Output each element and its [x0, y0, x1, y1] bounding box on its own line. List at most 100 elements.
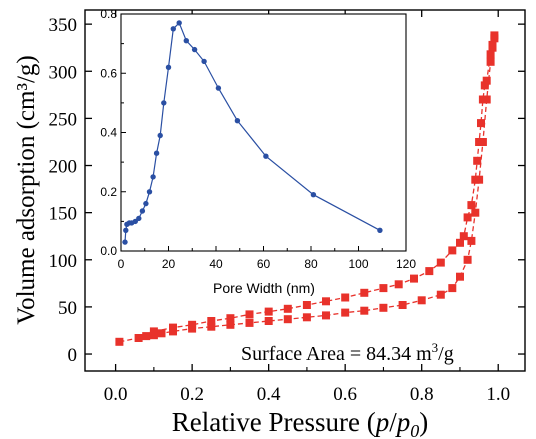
inset-plot-frame: [120, 13, 407, 252]
main-plot-frame: [84, 9, 526, 372]
adsorption-point: [302, 313, 311, 322]
main-x-tick-label: 0.4: [257, 384, 281, 405]
pore-distribution-point: [153, 150, 160, 156]
desorption-point: [486, 50, 495, 59]
adsorption-point: [436, 290, 445, 299]
pore-distribution-point: [139, 208, 146, 214]
main-series-group: [115, 31, 499, 346]
adsorption-point: [486, 57, 495, 66]
desorption-point: [480, 81, 489, 90]
inset-y-tick-label: 0.2: [100, 185, 117, 199]
adsorption-point: [226, 320, 235, 329]
inset-y-tick-label: 0.0: [100, 244, 117, 258]
main-y-tick-label: 300: [49, 62, 78, 83]
inset-x-axis-label: Pore Width (nm): [213, 280, 315, 296]
adsorption-point: [142, 332, 151, 341]
adsorption-point: [245, 318, 254, 327]
main-x-tick-label: 0.8: [410, 384, 434, 405]
pore-distribution-point: [123, 227, 129, 233]
inset-series-group: [122, 20, 383, 245]
desorption-point: [360, 288, 369, 297]
pore-size-inset-chart: 0 20 40 60 80 100 120 0.0 0.2 0.4 0.6 0.8 Pore Wid…: [100, 7, 416, 296]
adsorption-point: [471, 208, 480, 217]
desorption-point: [482, 76, 491, 85]
inset-y-axis-ticks: 0.0 0.2 0.4 0.6 0.8: [100, 7, 126, 258]
pore-distribution-point: [176, 20, 182, 26]
main-y-tick-label: 100: [49, 251, 78, 272]
pore-distribution-point: [183, 38, 189, 44]
desorption-point: [283, 304, 292, 313]
adsorption-point: [463, 255, 472, 264]
pore-distribution-point: [170, 26, 176, 32]
pore-distribution-point: [234, 118, 241, 124]
desorption-point: [341, 293, 350, 302]
desorption-point: [169, 323, 177, 332]
pore-distribution-point: [377, 227, 383, 233]
desorption-point: [478, 95, 487, 104]
pore-distribution-point: [310, 192, 317, 198]
desorption-point: [488, 40, 497, 49]
inset-y-tick-label: 0.6: [100, 66, 117, 80]
inset-x-tick-label: 40: [209, 257, 223, 271]
inset-y-tick-label: 0.4: [100, 126, 117, 140]
adsorption-point: [379, 303, 388, 312]
adsorption-point: [467, 236, 476, 245]
inset-x-tick-label: 20: [162, 257, 176, 271]
desorption-point: [410, 274, 418, 283]
pore-distribution-point: [215, 85, 222, 91]
desorption-point: [471, 175, 480, 184]
desorption-point: [477, 119, 485, 128]
adsorption-point: [264, 317, 273, 325]
inset-x-tick-label: 0: [118, 257, 125, 271]
pore-distribution-point: [146, 189, 153, 195]
pore-distribution-point: [165, 64, 172, 71]
desorption-point: [379, 284, 388, 293]
desorption-point: [463, 213, 472, 222]
pore-distribution-point: [122, 239, 128, 245]
desorption-point: [490, 34, 499, 43]
main-x-axis-label: Relative Pressure (p/p0): [172, 407, 428, 439]
main-x-tick-label: 0.6: [333, 384, 357, 405]
main-y-tick-label: 150: [49, 204, 78, 225]
main-y-tick-label: 0: [68, 345, 78, 366]
desorption-point: [475, 138, 484, 146]
desorption-point: [467, 201, 476, 210]
main-y-tick-label: 250: [49, 109, 78, 130]
inset-x-tick-label: 60: [257, 257, 271, 271]
desorption-point: [456, 238, 464, 247]
main-isotherm-chart: 0.0 0.2 0.4 0.6 0.8 1.0 050100150200250300350…: [13, 9, 526, 439]
adsorption-point: [448, 284, 457, 293]
adsorption-point: [207, 322, 216, 331]
desorption-point: [394, 280, 403, 289]
main-x-tick-label: 1.0: [486, 384, 510, 405]
pore-distribution-point: [263, 153, 269, 159]
desorption-point: [226, 314, 235, 323]
desorption-point: [425, 267, 434, 276]
desorption-point: [473, 156, 482, 165]
pore-distribution-point: [136, 215, 142, 222]
adsorption-point: [398, 301, 407, 309]
adsorption-point: [341, 308, 350, 317]
desorption-point: [459, 232, 468, 241]
desorption-point: [436, 258, 445, 267]
adsorption-point: [283, 315, 292, 324]
desorption-point: [448, 246, 457, 255]
pore-distribution-point: [150, 174, 156, 180]
main-x-tick-label: 0.0: [104, 384, 128, 405]
desorption-point: [188, 320, 197, 329]
pore-distribution-point: [161, 100, 167, 106]
desorption-point: [207, 317, 216, 325]
surface-area-annotation: Surface Area = 84.34 m3/g: [241, 340, 454, 365]
pore-distribution-point: [201, 58, 207, 65]
desorption-point: [264, 307, 273, 316]
inset-x-tick-label: 100: [348, 257, 368, 271]
pore-distribution-point: [157, 132, 163, 139]
adsorption-point: [157, 329, 166, 338]
inset-x-tick-label: 120: [396, 257, 416, 271]
main-y-tick-label: 350: [49, 15, 78, 36]
desorption-point: [245, 310, 254, 319]
inset-y-tick-label: 0.8: [100, 7, 117, 21]
main-y-axis-label: Volume adsorption (cm³/g): [13, 55, 40, 325]
